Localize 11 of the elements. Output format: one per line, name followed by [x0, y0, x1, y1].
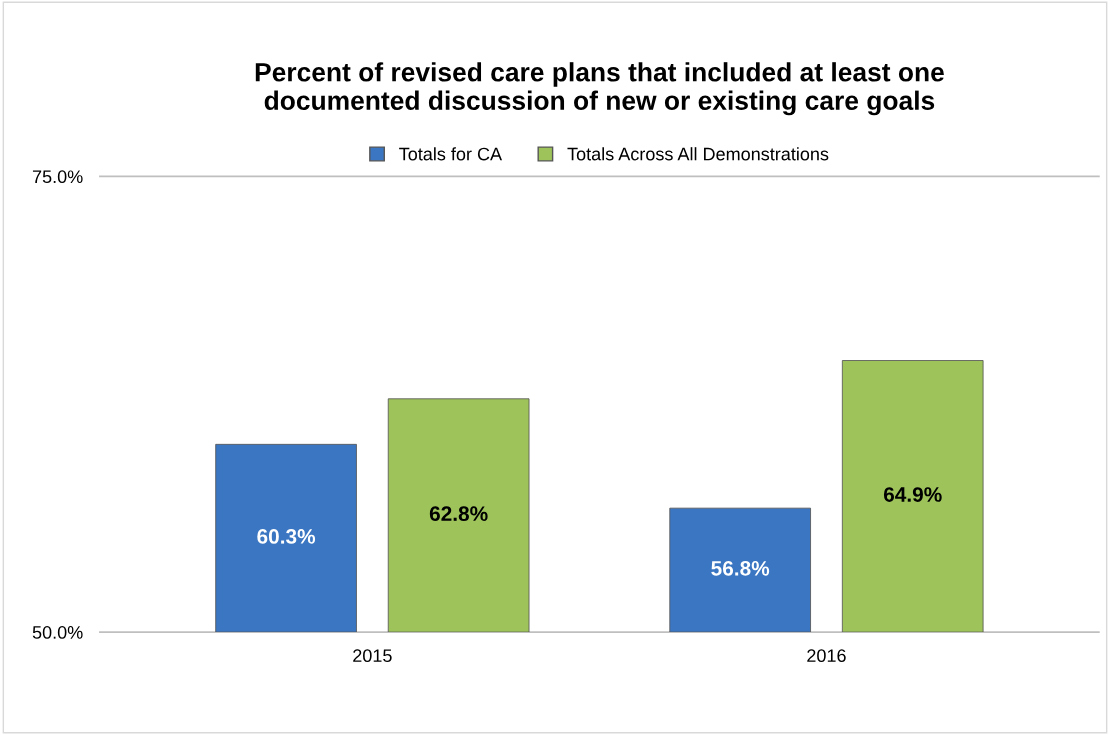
y-tick-label: 50.0% — [32, 626, 83, 639]
legend-label: Totals for CA — [399, 147, 503, 161]
chart-title: Percent of revised care plans that included at least one documented discussion of new or existing care goals — [255, 62, 944, 116]
y-tick-label: 75.0% — [32, 170, 83, 184]
data-label: 62.8% — [429, 506, 488, 522]
legend-label: Totals Across All Demonstrations — [567, 147, 829, 161]
x-tick-label: 2015 — [353, 649, 392, 663]
data-label: 60.3% — [257, 529, 316, 544]
data-label: 56.8% — [711, 560, 770, 576]
x-tick-label: 2016 — [807, 649, 846, 663]
data-label: 64.9% — [883, 487, 942, 502]
